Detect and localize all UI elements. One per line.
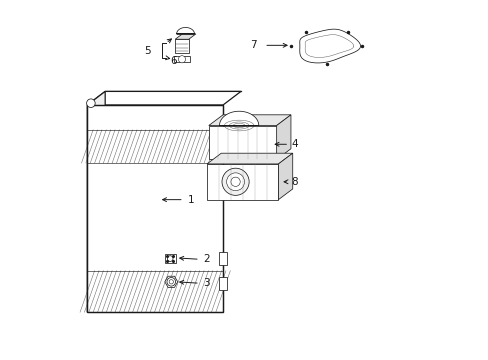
Polygon shape — [278, 153, 292, 200]
Polygon shape — [87, 91, 241, 105]
Text: 2: 2 — [203, 254, 210, 264]
Circle shape — [178, 56, 185, 63]
Polygon shape — [219, 252, 226, 265]
Polygon shape — [219, 111, 258, 126]
Circle shape — [222, 168, 248, 195]
Polygon shape — [87, 105, 223, 312]
Text: 6: 6 — [170, 57, 177, 66]
Text: 4: 4 — [291, 139, 298, 149]
Polygon shape — [175, 34, 196, 39]
Polygon shape — [164, 254, 175, 263]
Polygon shape — [175, 39, 188, 53]
Text: 3: 3 — [203, 278, 210, 288]
Circle shape — [86, 99, 95, 108]
Text: 8: 8 — [291, 177, 298, 187]
Polygon shape — [219, 277, 226, 289]
Polygon shape — [206, 153, 292, 164]
Circle shape — [169, 280, 173, 284]
Polygon shape — [174, 57, 189, 62]
Text: 1: 1 — [187, 195, 194, 204]
Polygon shape — [176, 27, 194, 34]
Circle shape — [230, 177, 240, 186]
Circle shape — [166, 278, 175, 286]
Circle shape — [167, 256, 173, 261]
Polygon shape — [208, 115, 290, 126]
Text: 5: 5 — [144, 45, 151, 55]
Polygon shape — [87, 91, 105, 312]
Polygon shape — [208, 126, 276, 159]
Polygon shape — [299, 29, 360, 63]
Polygon shape — [276, 115, 290, 159]
Text: 7: 7 — [249, 40, 256, 50]
Circle shape — [226, 173, 244, 191]
Polygon shape — [164, 276, 177, 287]
Polygon shape — [206, 164, 278, 200]
